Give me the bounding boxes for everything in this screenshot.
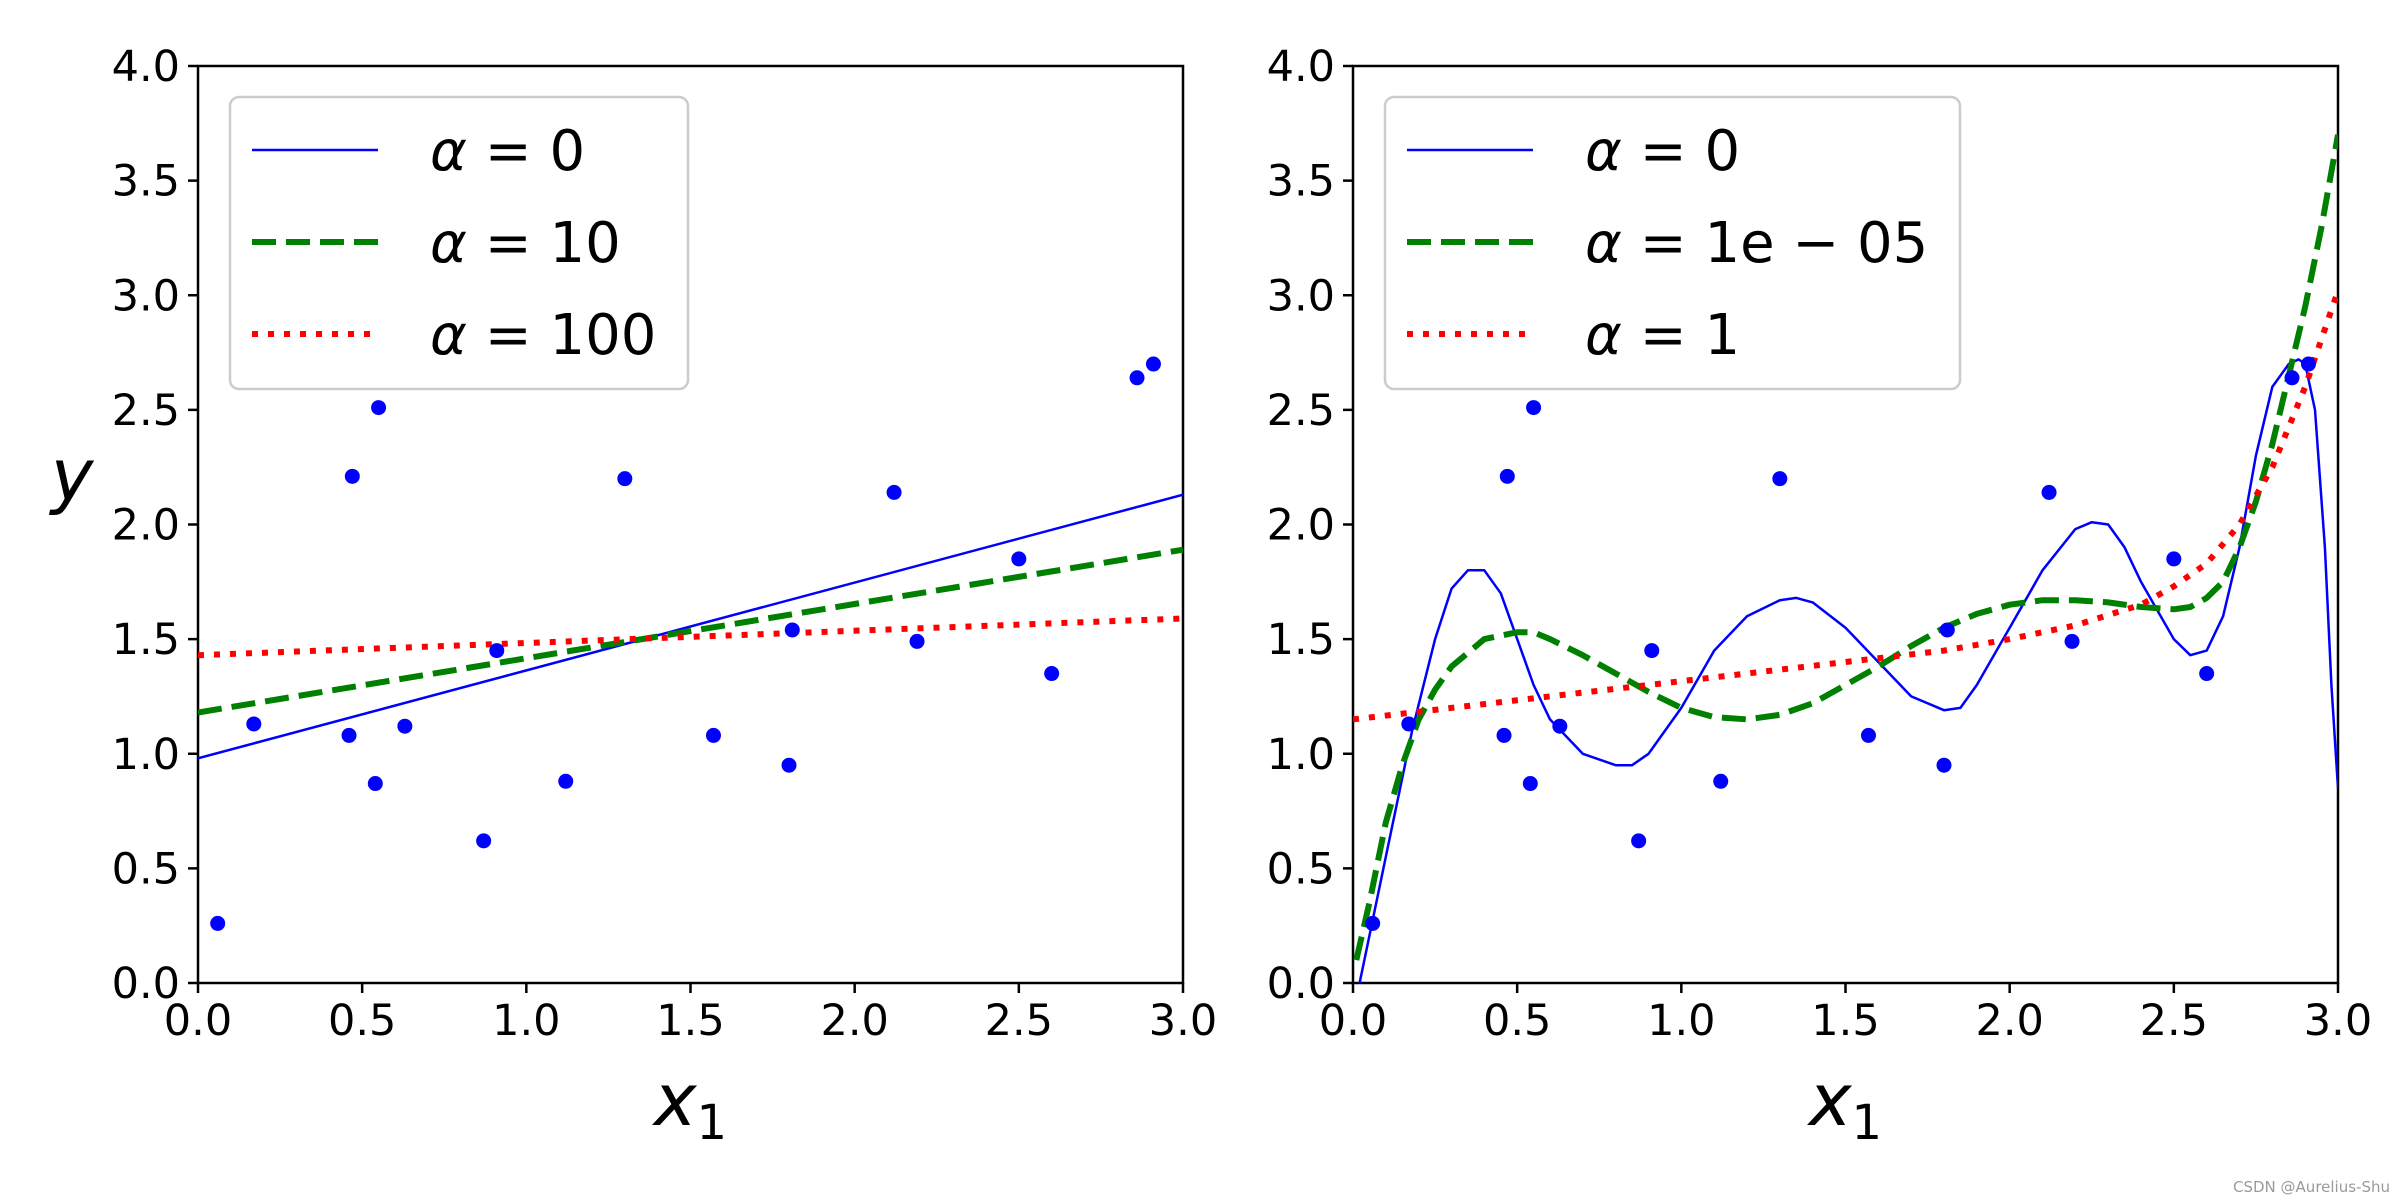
legend: α = 0 α = 10 α = 100 [228,95,690,391]
y-axis-label: y [49,433,95,517]
y-tick-label: 3.5 [1267,157,1335,207]
data-point [1936,757,1952,773]
x-tick-label: 1.0 [1647,996,1715,1046]
series-lines [198,493,1183,760]
legend-label-1: α = 0 [1585,119,1740,184]
data-point [344,468,360,484]
data-point [886,484,902,500]
series-lines [1353,134,2338,983]
data-point [784,622,800,638]
x-tick-label: 3.0 [1149,996,1217,1046]
series-line-1 [198,493,1183,760]
data-point [1365,915,1381,931]
data-point [1939,622,1955,638]
y-tick-label: 0.0 [1267,959,1335,1009]
data-point [1401,716,1417,732]
x-tick-label: 2.0 [820,996,888,1046]
data-point [1145,356,1161,372]
y-tick-label: 3.0 [1267,271,1335,321]
data-point [2284,370,2300,386]
legend-label-1: α = 0 [430,119,585,184]
scatter-points [210,356,1161,931]
data-point [2166,551,2182,567]
legend: α = 0 α = 1e − 05 α = 1 [1383,95,1962,391]
data-point [1644,643,1660,659]
data-point [1526,400,1542,416]
data-point [210,915,226,931]
data-point [1713,773,1729,789]
legend-label-2: α = 10 [430,211,621,276]
data-point [2300,356,2316,372]
watermark: CSDN @Aurelius-Shu [2233,1178,2390,1196]
data-point [2199,666,2215,682]
y-tick-label: 0.0 [112,959,180,1009]
x-tick-label: 2.5 [985,996,1053,1046]
data-point [341,727,357,743]
x-tick-label: 3.0 [2304,996,2372,1046]
x-tick-label: 0.0 [164,996,232,1046]
series-line-2 [1353,134,2338,961]
legend-label-2: α = 1e − 05 [1585,211,1928,276]
data-point [558,773,574,789]
data-point [909,633,925,649]
legend-label-3: α = 100 [430,303,656,368]
data-point [1044,666,1060,682]
data-point [705,727,721,743]
x-tick-label: 2.5 [2140,996,2208,1046]
legend-box [1383,95,1962,391]
data-point [367,776,383,792]
legend-label-3: α = 1 [1585,303,1740,368]
y-tick-label: 4.0 [1267,42,1335,92]
data-point [1499,468,1515,484]
series-line-3 [198,615,1183,659]
scatter-points [1365,356,2316,931]
y-tick-label: 1.0 [1267,730,1335,780]
data-point [1522,776,1538,792]
data-point [1552,718,1568,734]
y-tick-label: 0.5 [1267,844,1335,894]
x-tick-label: 1.5 [1811,996,1879,1046]
x-tick-label: 1.0 [492,996,560,1046]
y-tick-label: 3.5 [112,157,180,207]
x-axis-label-subscript: 1 [697,1095,728,1151]
data-point [246,716,262,732]
data-point [2041,484,2057,500]
y-tick-label: 2.5 [1267,386,1335,436]
data-point [1011,551,1027,567]
data-point [1631,833,1647,849]
data-point [1860,727,1876,743]
x-axis-label-subscript: 1 [1852,1095,1883,1151]
data-point [476,833,492,849]
y-tick-label: 2.0 [1267,501,1335,551]
x-tick-label: 2.0 [1975,996,2043,1046]
right-chart: 0.0 0.5 1.0 1.5 2.0 2.5 3.0 0.0 0.5 1.0 1.5 2.0 2.5 3… [1267,42,2373,1151]
data-point [2064,633,2080,649]
y-tick-label: 2.5 [112,386,180,436]
data-point [1496,727,1512,743]
data-point [781,757,797,773]
x-axis-label: x1 [652,1058,727,1151]
left-chart: 0.0 0.5 1.0 1.5 2.0 2.5 3.0 0.0 0.5 1.0 1.5 2.0 2.5 3… [49,42,1218,1151]
x-tick-label: 0.5 [328,996,396,1046]
x-tick-label: 0.0 [1319,996,1387,1046]
data-point [489,643,505,659]
y-tick-label: 2.0 [112,501,180,551]
data-point [397,718,413,734]
y-tick-label: 4.0 [112,42,180,92]
y-tick-label: 1.5 [1267,615,1335,665]
legend-box [228,95,690,391]
y-tick-label: 1.0 [112,730,180,780]
y-tick-label: 0.5 [112,844,180,894]
data-point [617,471,633,487]
data-point [1772,471,1788,487]
data-point [371,400,387,416]
data-point [1129,370,1145,386]
series-line-2 [198,546,1183,716]
x-tick-label: 0.5 [1483,996,1551,1046]
x-tick-label: 1.5 [656,996,724,1046]
y-tick-label: 3.0 [112,271,180,321]
y-tick-label: 1.5 [112,615,180,665]
